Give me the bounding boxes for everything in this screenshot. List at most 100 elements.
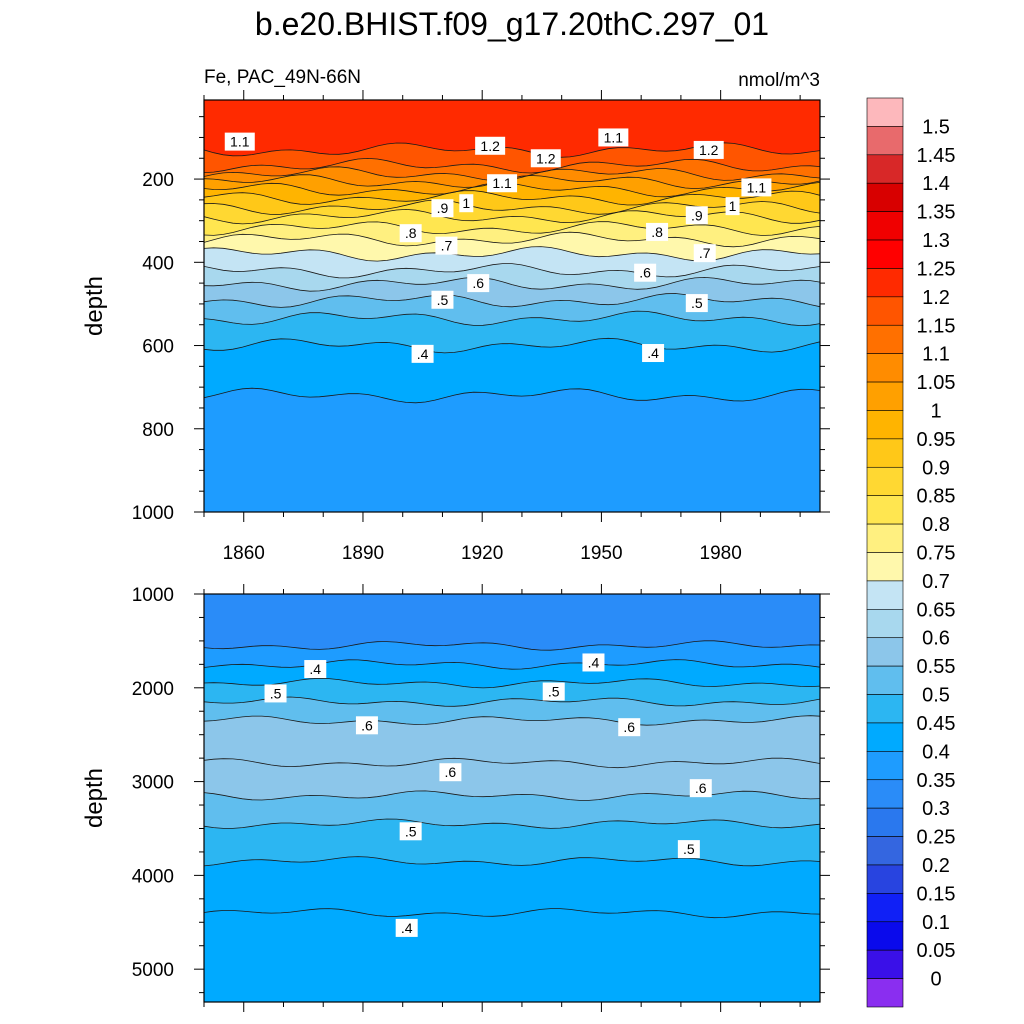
colorbar-label: 0.55: [917, 656, 956, 678]
contour-label: 1.1: [487, 174, 518, 193]
contour-line: [204, 337, 820, 354]
contour-label: .5: [677, 840, 700, 859]
colorbar-swatch: [866, 836, 904, 866]
contour-label: .8: [399, 224, 422, 243]
colorbar-label: 0.2: [922, 855, 950, 877]
contour-label-text: .6: [445, 764, 457, 780]
colorbar-label: 1.3: [922, 230, 950, 252]
colorbar-label: 1.1: [922, 344, 950, 366]
y-tick-label: 5000: [132, 960, 174, 981]
contour-label: .5: [399, 822, 422, 841]
colorbar-swatch: [866, 268, 904, 298]
y-tick-label: 2000: [132, 679, 174, 700]
colorbar-label: 0.3: [922, 798, 950, 820]
y-tick-label: 800: [142, 420, 174, 441]
contour-line: [204, 757, 820, 769]
colorbar-label: 0: [930, 969, 941, 991]
contour-label-text: 1: [462, 195, 470, 211]
contour-label: 1.2: [693, 140, 724, 159]
contour-line: [204, 208, 820, 225]
y-tick-label: 4000: [132, 866, 174, 887]
colorbar-swatch: [866, 637, 904, 667]
contour-label: .6: [689, 779, 712, 798]
colorbar-swatch: [866, 296, 904, 326]
colorbar-swatch: [866, 665, 904, 695]
top-panel: 1.1 1.2 1.2 1.1 1.2 1.1 1.1 .9 1 .9 1 .8 .8 .7 .7 .6 .6.…: [81, 90, 830, 564]
colorbar-label: 0.9: [922, 457, 950, 479]
y-axis-label: depth: [81, 768, 108, 828]
contour-label-text: .5: [691, 295, 703, 311]
colorbar-swatch: [866, 893, 904, 923]
colorbar-swatch: [866, 410, 904, 440]
contour-label: 1.2: [530, 149, 561, 168]
contour-label: .6: [467, 274, 490, 293]
contour-label: 1.1: [224, 132, 255, 151]
contour-label: .4: [395, 918, 418, 937]
chart-title: b.e20.BHIST.f09_g17.20thC.297_01: [255, 6, 769, 42]
colorbar-swatch: [866, 239, 904, 269]
contour-label: .9: [685, 206, 708, 225]
colorbar-swatch: [866, 381, 904, 411]
colorbar-swatch: [866, 324, 904, 354]
y-tick-label: 600: [142, 337, 174, 358]
contour-line: [204, 818, 820, 829]
contour-label: .5: [685, 294, 708, 313]
contour-label-text: .4: [309, 661, 321, 677]
plot-frame: [203, 99, 821, 513]
contour-label: .6: [634, 263, 657, 282]
colorbar-label: 0.15: [917, 883, 956, 905]
colorbar-label: 0.95: [917, 429, 956, 451]
contour-line: [204, 908, 820, 919]
contour-line: [204, 790, 820, 801]
contour-label: 1: [725, 197, 740, 216]
contour-label-text: .6: [361, 717, 373, 733]
colorbar-swatch: [866, 609, 904, 639]
y-axis-label: depth: [81, 276, 108, 336]
contour-label: .5: [542, 682, 565, 701]
top-panel-variable-label: Fe, PAC_49N-66N: [204, 67, 361, 88]
y-tick-label: 200: [142, 170, 174, 191]
colorbar-label: 0.8: [922, 514, 950, 536]
colorbar-label: 0.4: [922, 741, 950, 763]
x-tick-label: 1890: [342, 543, 384, 564]
contour-label-text: 1.2: [699, 142, 719, 158]
contour-label: .6: [355, 716, 378, 735]
colorbar-swatch: [866, 182, 904, 212]
colorbar-swatch: [866, 466, 904, 496]
colorbar-label: 0.6: [922, 628, 950, 650]
contour-label-text: 1: [729, 198, 737, 214]
contour-line: [204, 696, 820, 707]
colorbar-label: 0.05: [917, 940, 956, 962]
contour-label: .7: [435, 236, 458, 255]
colorbar-swatch: [866, 779, 904, 809]
colorbar-label: 1: [930, 400, 941, 422]
contour-line: [204, 715, 820, 726]
contour-label: .9: [431, 199, 454, 218]
contour-label: .4: [304, 660, 327, 679]
colorbar-swatch: [866, 751, 904, 781]
colorbar-swatch: [866, 154, 904, 184]
y-tick-label: 1000: [132, 585, 174, 606]
colorbar-swatch: [866, 552, 904, 582]
contour-label-text: .6: [695, 780, 707, 796]
contour-line: [204, 199, 820, 215]
colorbar-label: 0.75: [917, 543, 956, 565]
colorbar-swatch: [866, 523, 904, 553]
contour-line: [204, 640, 820, 651]
colorbar-label: 0.45: [917, 713, 956, 735]
y-tick-label: 1000: [132, 503, 174, 524]
contour-label-text: .9: [691, 207, 703, 223]
contour-label-text: .8: [405, 225, 417, 241]
colorbar-swatch: [866, 580, 904, 610]
colorbar-swatch: [866, 211, 904, 241]
contour-label: 1: [459, 194, 474, 213]
contour-label: .8: [646, 222, 669, 241]
colorbar-label: 1.45: [917, 145, 956, 167]
colorbar-label: 0.85: [917, 486, 956, 508]
contour-line: [204, 221, 820, 236]
contour-line: [204, 231, 820, 248]
colorbar-label: 0.25: [917, 827, 956, 849]
colorbar-label: 1.05: [917, 372, 956, 394]
colorbar-label: 1.4: [922, 173, 950, 195]
x-tick-label: 1920: [461, 543, 503, 564]
